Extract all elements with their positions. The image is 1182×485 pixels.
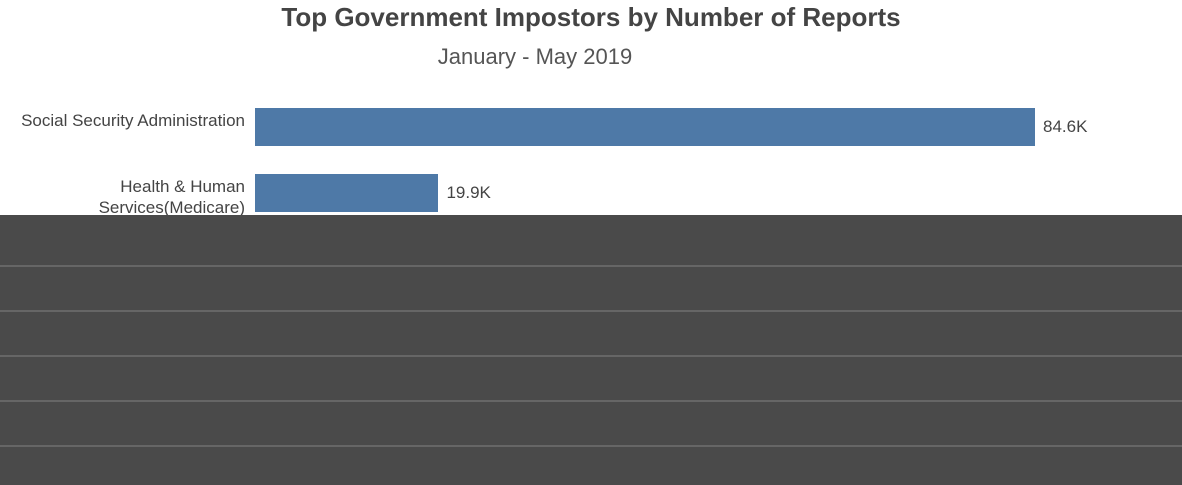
category-label: Health & Human Services(Medicare) [10,176,245,218]
bar [255,174,438,212]
value-label: 84.6K [1043,117,1087,137]
chart-subtitle: January - May 2019 [0,44,1070,70]
category-label: Social Security Administration [10,110,245,131]
artifact-stripe [0,445,1182,447]
value-label: 19.9K [446,183,490,203]
artifact-stripe [0,310,1182,312]
rendering-artifact [0,215,1182,485]
page: Top Government Impostors by Number of Re… [0,0,1182,485]
chart-title: Top Government Impostors by Number of Re… [0,2,1182,33]
artifact-stripe [0,265,1182,267]
artifact-stripe [0,355,1182,357]
artifact-stripe [0,400,1182,402]
bar [255,108,1035,146]
bar-row: Social Security Administration 84.6K [0,104,1182,160]
